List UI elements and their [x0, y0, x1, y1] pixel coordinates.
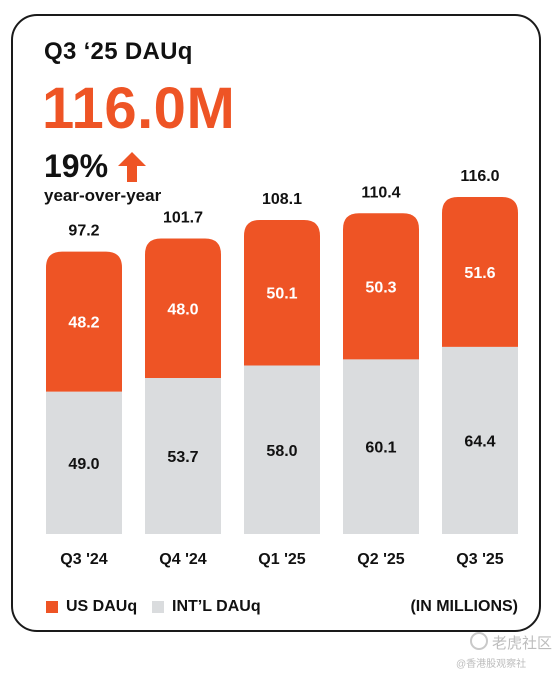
bar-us-3 [343, 213, 419, 360]
legend-label-us: US DAUq [66, 598, 138, 615]
label-us-0: 48.2 [68, 315, 99, 332]
yoy-label: year-over-year [44, 186, 162, 205]
units-text: (IN MILLIONS) [410, 598, 518, 615]
legend-label-intl: INT’L DAUq [172, 598, 261, 615]
label-intl-3: 60.1 [365, 440, 396, 457]
legend-item-us: US DAUq [46, 598, 137, 616]
label-us-3: 50.3 [365, 279, 396, 296]
label-intl-0: 49.0 [68, 456, 99, 473]
page-title: Q3 ‘25 DAUq [44, 38, 193, 65]
label-us-2: 50.1 [266, 286, 297, 303]
legend-item-intl: INT’L DAUq [152, 598, 261, 616]
bar-intl-4 [442, 346, 518, 534]
label-intl-2: 58.0 [266, 443, 297, 460]
label-intl-4: 64.4 [464, 433, 495, 450]
tiger-logo-icon [470, 632, 488, 650]
yoy-value: 19% [44, 148, 109, 184]
bar-intl-1 [145, 377, 221, 534]
bar-intl-0 [46, 391, 122, 534]
label-us-1: 48.0 [167, 301, 198, 318]
legend-swatch-intl [152, 601, 164, 613]
tick-label-2: Q1 '25 [258, 551, 305, 568]
bar-us-2 [244, 219, 320, 366]
legend-swatch-us [46, 601, 58, 613]
bar-intl-2 [244, 365, 320, 534]
yoy-growth: 19% [44, 148, 147, 185]
headline-value: 116.0M [42, 76, 236, 141]
bar-us-1 [145, 238, 221, 378]
label-total-2: 108.1 [262, 191, 302, 208]
label-total-1: 101.7 [163, 210, 203, 227]
watermark-brand: 老虎社区 [470, 632, 552, 653]
label-total-3: 110.4 [361, 184, 400, 201]
tick-label-4: Q3 '25 [456, 551, 503, 568]
tick-label-0: Q3 '24 [60, 551, 107, 568]
arrow-up-icon [118, 151, 147, 182]
label-intl-1: 53.7 [167, 449, 198, 466]
watermark-line1: 老虎社区 [492, 635, 553, 652]
label-total-0: 97.2 [68, 223, 99, 240]
tick-label-3: Q2 '25 [357, 551, 404, 568]
units-label: (IN MILLIONS) [410, 598, 518, 616]
bar-us-0 [46, 251, 122, 392]
label-us-4: 51.6 [464, 265, 495, 282]
bar-us-4 [442, 197, 518, 347]
tick-label-1: Q4 '24 [159, 551, 206, 568]
watermark-handle: @香港股观察社 [456, 659, 527, 670]
bar-intl-3 [343, 359, 419, 534]
label-total-4: 116.0 [460, 168, 499, 185]
